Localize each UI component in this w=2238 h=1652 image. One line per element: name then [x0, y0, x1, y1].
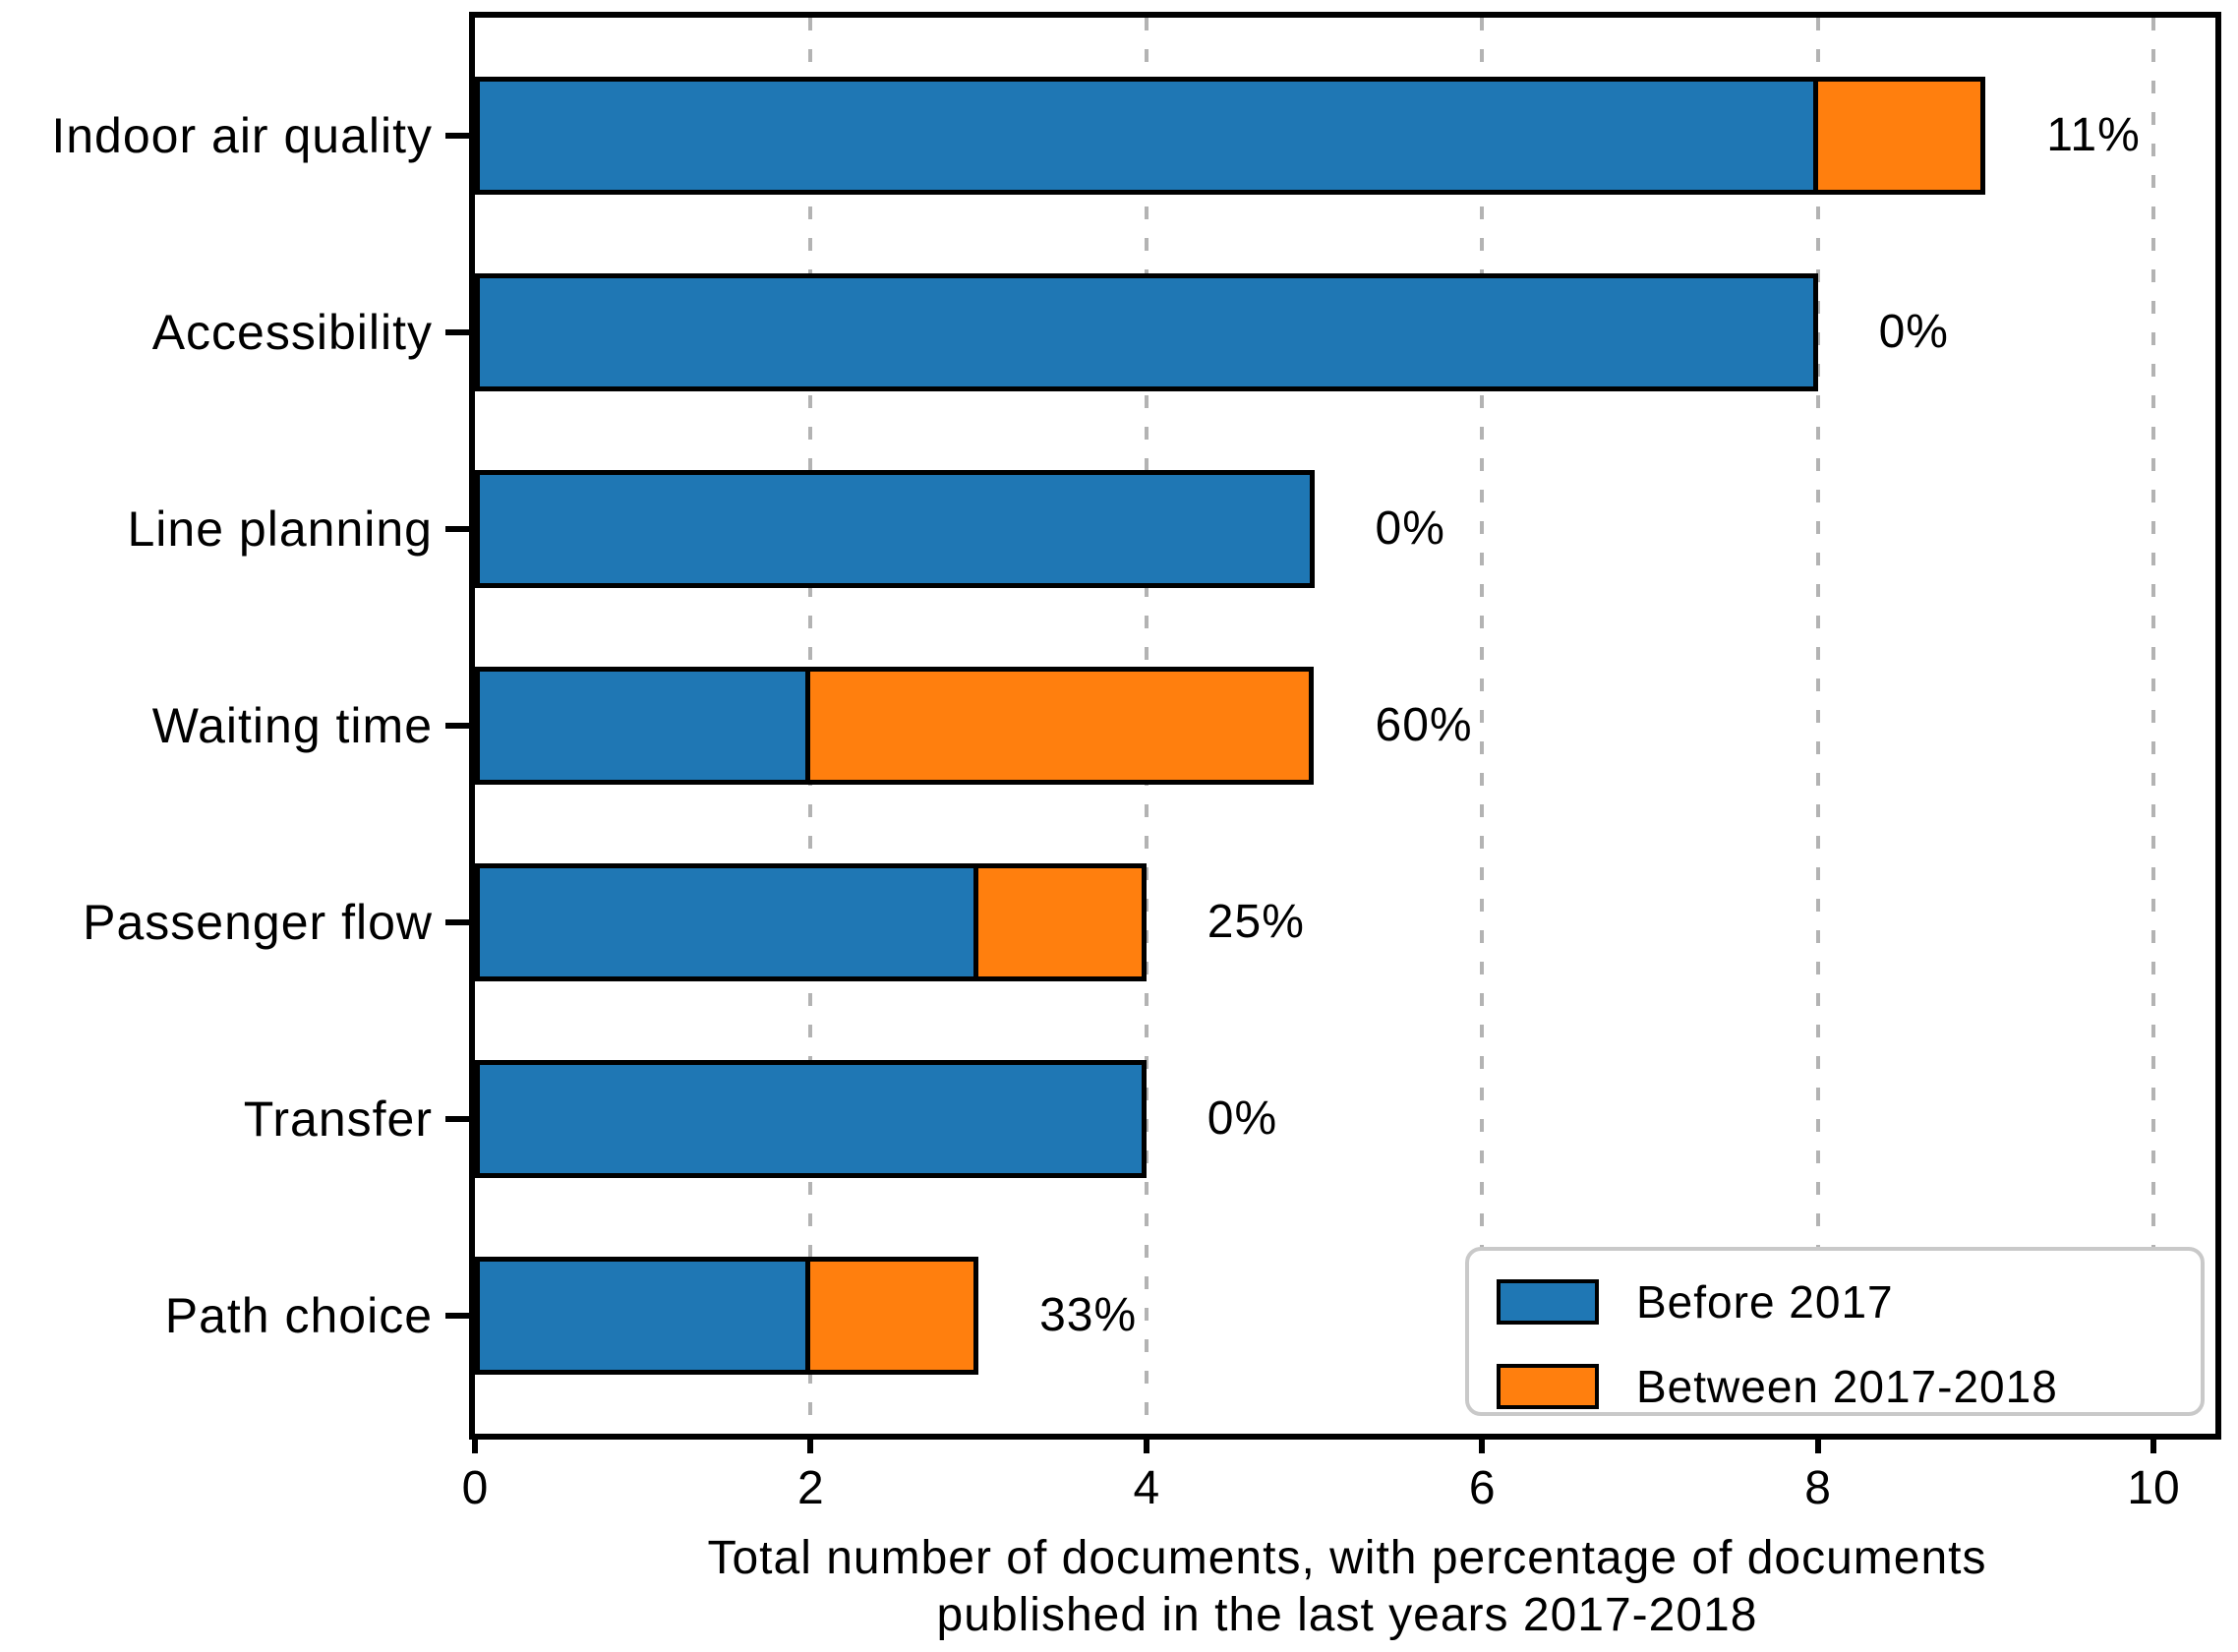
bar-before-2017 — [475, 77, 1818, 195]
category-label: Waiting time — [151, 698, 433, 753]
x-tick-label: 2 — [797, 1462, 824, 1514]
x-tick — [1479, 1434, 1486, 1453]
y-tick — [445, 1313, 475, 1319]
category-label: Line planning — [127, 502, 433, 557]
bar-percentage-label: 0% — [1207, 1092, 1278, 1145]
y-tick — [445, 919, 475, 925]
gridline-x6 — [1480, 18, 1485, 1434]
y-tick — [445, 723, 475, 729]
gridline-x8 — [1815, 18, 1820, 1434]
bar-between-2017-2018 — [805, 667, 1315, 785]
bar-before-2017 — [475, 1257, 811, 1375]
bar-before-2017 — [475, 470, 1315, 588]
bar-before-2017 — [475, 863, 979, 981]
x-tick-label: 4 — [1133, 1462, 1160, 1514]
y-tick — [445, 1116, 475, 1122]
x-tick — [472, 1434, 478, 1453]
legend: Before 2017 Between 2017-2018 — [1465, 1247, 2205, 1416]
category-label: Accessibility — [151, 305, 433, 360]
plot-area: 11% 0% 0% 60% 25% 0% 33% — [469, 12, 2221, 1440]
bar-between-2017-2018 — [973, 863, 1147, 981]
bar-percentage-label: 60% — [1375, 699, 1473, 751]
bar-between-2017-2018 — [805, 1257, 979, 1375]
legend-label-before-2017: Before 2017 — [1636, 1276, 1894, 1328]
x-tick-label: 0 — [461, 1462, 489, 1514]
bar-percentage-label: 11% — [2046, 109, 2141, 161]
bar-between-2017-2018 — [1812, 77, 1986, 195]
x-tick — [807, 1434, 814, 1453]
category-label: Path choice — [164, 1288, 433, 1343]
x-tick-label: 6 — [1468, 1462, 1496, 1514]
x-tick — [1143, 1434, 1149, 1453]
legend-label-between-2017-2018: Between 2017-2018 — [1636, 1361, 2058, 1412]
bar-before-2017 — [475, 667, 811, 785]
category-label: Indoor air quality — [51, 108, 433, 163]
x-tick-label: 8 — [1804, 1462, 1831, 1514]
bar-before-2017 — [475, 273, 1818, 391]
category-label: Passenger flow — [83, 895, 433, 950]
x-tick — [1814, 1434, 1821, 1453]
bar-percentage-label: 25% — [1207, 896, 1305, 948]
x-axis-label-line1: Total number of documents, with percenta… — [707, 1532, 1987, 1584]
legend-swatch-before-2017 — [1497, 1279, 1599, 1325]
bar-percentage-label: 33% — [1039, 1289, 1138, 1341]
bar-percentage-label: 0% — [1878, 306, 1949, 358]
y-tick — [445, 329, 475, 335]
bar-percentage-label: 0% — [1375, 502, 1445, 555]
category-label: Transfer — [243, 1092, 433, 1147]
x-axis-label-line2: published in the last years 2017-2018 — [936, 1589, 1758, 1641]
x-axis-label: Total number of documents, with percenta… — [393, 1530, 2238, 1644]
y-tick — [445, 133, 475, 139]
bar-before-2017 — [475, 1060, 1147, 1178]
x-tick-label: 10 — [2127, 1462, 2180, 1514]
legend-swatch-between-2017-2018 — [1497, 1364, 1599, 1409]
gridline-x10 — [2151, 18, 2155, 1434]
x-tick — [2150, 1434, 2156, 1453]
y-tick — [445, 526, 475, 532]
